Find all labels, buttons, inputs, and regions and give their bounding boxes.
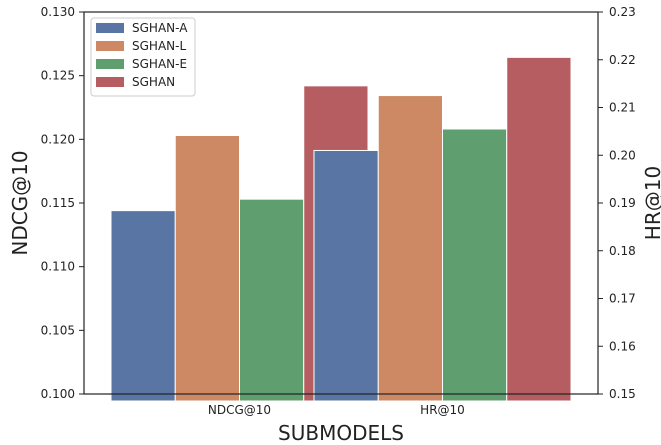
- legend-swatch: [96, 59, 124, 69]
- bar-sghan-l-hr10: [377, 95, 443, 402]
- bars-group: [110, 56, 572, 402]
- legend-box: [90, 17, 196, 97]
- bar-sghan-l-ndcg10: [174, 135, 240, 402]
- y2-tick-label: 0.15: [609, 387, 636, 401]
- y2-tick-label: 0.22: [609, 53, 636, 67]
- bar-sghan-a-ndcg10: [110, 210, 176, 402]
- x-tick-label: NDCG@10: [208, 403, 271, 417]
- y2-tick-label: 0.16: [609, 339, 636, 353]
- y-tick-label: 0.125: [41, 69, 75, 83]
- bar-sghan-a-hr10: [313, 149, 379, 402]
- y-tick-label: 0.130: [41, 5, 75, 19]
- legend-swatch: [96, 23, 124, 33]
- y-tick-label: 0.120: [41, 132, 75, 146]
- y2-tick-label: 0.18: [609, 244, 636, 258]
- axes-group: 0.100 0.105 0.110 0.115 0.120 0.125 0.130 0.15 0…: [41, 5, 636, 417]
- legend-label: SGHAN-E: [132, 57, 187, 71]
- bar-sghan-e-ndcg10: [239, 198, 305, 402]
- legend: SGHAN-A SGHAN-L SGHAN-E SGHAN: [90, 17, 196, 97]
- y2-tick-label: 0.21: [609, 101, 636, 115]
- y-tick-label: 0.100: [41, 387, 75, 401]
- y-tick-label: 0.110: [41, 260, 75, 274]
- legend-label: SGHAN: [132, 75, 175, 89]
- y-tick-label: 0.105: [41, 323, 75, 337]
- bar-sghan-hr10: [506, 56, 572, 402]
- y-axis-label: NDCG@10: [8, 150, 32, 255]
- y-tick-label: 0.115: [41, 196, 75, 210]
- x-tick-label: HR@10: [420, 403, 465, 417]
- x-axis-label: SUBMODELS: [278, 421, 404, 445]
- bar-sghan-e-hr10: [442, 128, 508, 402]
- legend-swatch: [96, 77, 124, 87]
- y2-axis-label: HR@10: [641, 166, 661, 240]
- y2-tick-label: 0.20: [609, 148, 636, 162]
- legend-label: SGHAN-A: [132, 21, 188, 35]
- legend-swatch: [96, 41, 124, 51]
- y2-tick-label: 0.19: [609, 196, 636, 210]
- legend-label: SGHAN-L: [132, 39, 186, 53]
- y2-tick-label: 0.23: [609, 5, 636, 19]
- y2-tick-label: 0.17: [609, 292, 636, 306]
